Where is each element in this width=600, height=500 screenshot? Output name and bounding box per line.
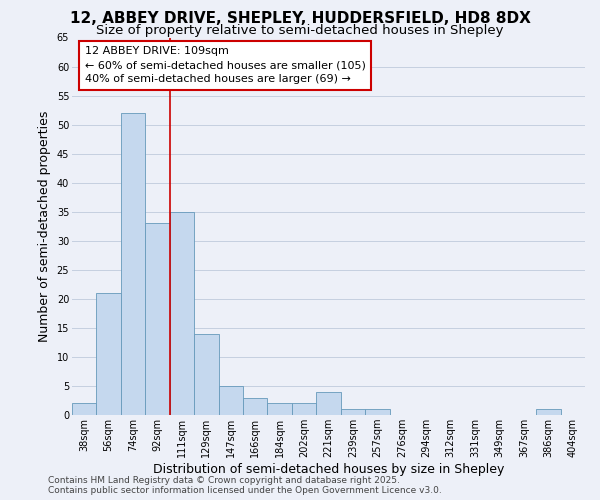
Y-axis label: Number of semi-detached properties: Number of semi-detached properties bbox=[38, 110, 51, 342]
Bar bbox=[243, 398, 268, 415]
Bar bbox=[72, 404, 97, 415]
Bar bbox=[194, 334, 218, 415]
Bar bbox=[218, 386, 243, 415]
Bar bbox=[365, 409, 389, 415]
Bar bbox=[341, 409, 365, 415]
Bar bbox=[268, 404, 292, 415]
Bar bbox=[292, 404, 316, 415]
Text: Size of property relative to semi-detached houses in Shepley: Size of property relative to semi-detach… bbox=[96, 24, 504, 37]
Text: 12 ABBEY DRIVE: 109sqm
← 60% of semi-detached houses are smaller (105)
40% of se: 12 ABBEY DRIVE: 109sqm ← 60% of semi-det… bbox=[85, 46, 365, 84]
Bar bbox=[145, 224, 170, 415]
Bar bbox=[97, 293, 121, 415]
Bar bbox=[536, 409, 560, 415]
Bar bbox=[121, 113, 145, 415]
Text: Contains public sector information licensed under the Open Government Licence v3: Contains public sector information licen… bbox=[48, 486, 442, 495]
Bar bbox=[170, 212, 194, 415]
Text: Contains HM Land Registry data © Crown copyright and database right 2025.: Contains HM Land Registry data © Crown c… bbox=[48, 476, 400, 485]
X-axis label: Distribution of semi-detached houses by size in Shepley: Distribution of semi-detached houses by … bbox=[153, 463, 504, 476]
Text: 12, ABBEY DRIVE, SHEPLEY, HUDDERSFIELD, HD8 8DX: 12, ABBEY DRIVE, SHEPLEY, HUDDERSFIELD, … bbox=[70, 11, 530, 26]
Bar bbox=[316, 392, 341, 415]
